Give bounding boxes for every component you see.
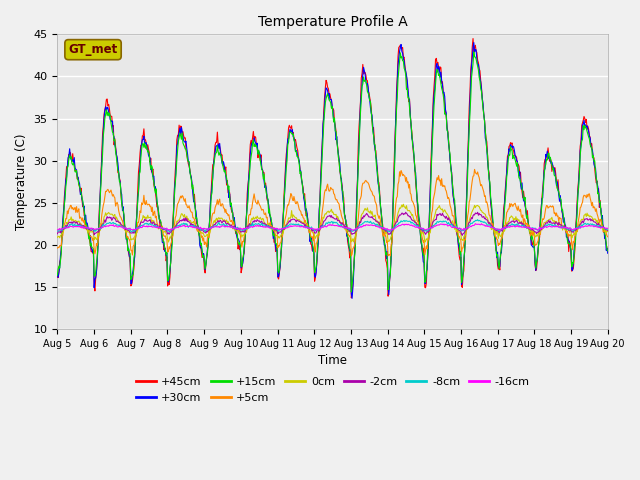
Text: GT_met: GT_met xyxy=(68,43,118,56)
Y-axis label: Temperature (C): Temperature (C) xyxy=(15,133,28,230)
Legend: +45cm, +30cm, +15cm, +5cm, 0cm, -2cm, -8cm, -16cm: +45cm, +30cm, +15cm, +5cm, 0cm, -2cm, -8… xyxy=(131,373,534,407)
X-axis label: Time: Time xyxy=(318,354,347,367)
Title: Temperature Profile A: Temperature Profile A xyxy=(258,15,408,29)
